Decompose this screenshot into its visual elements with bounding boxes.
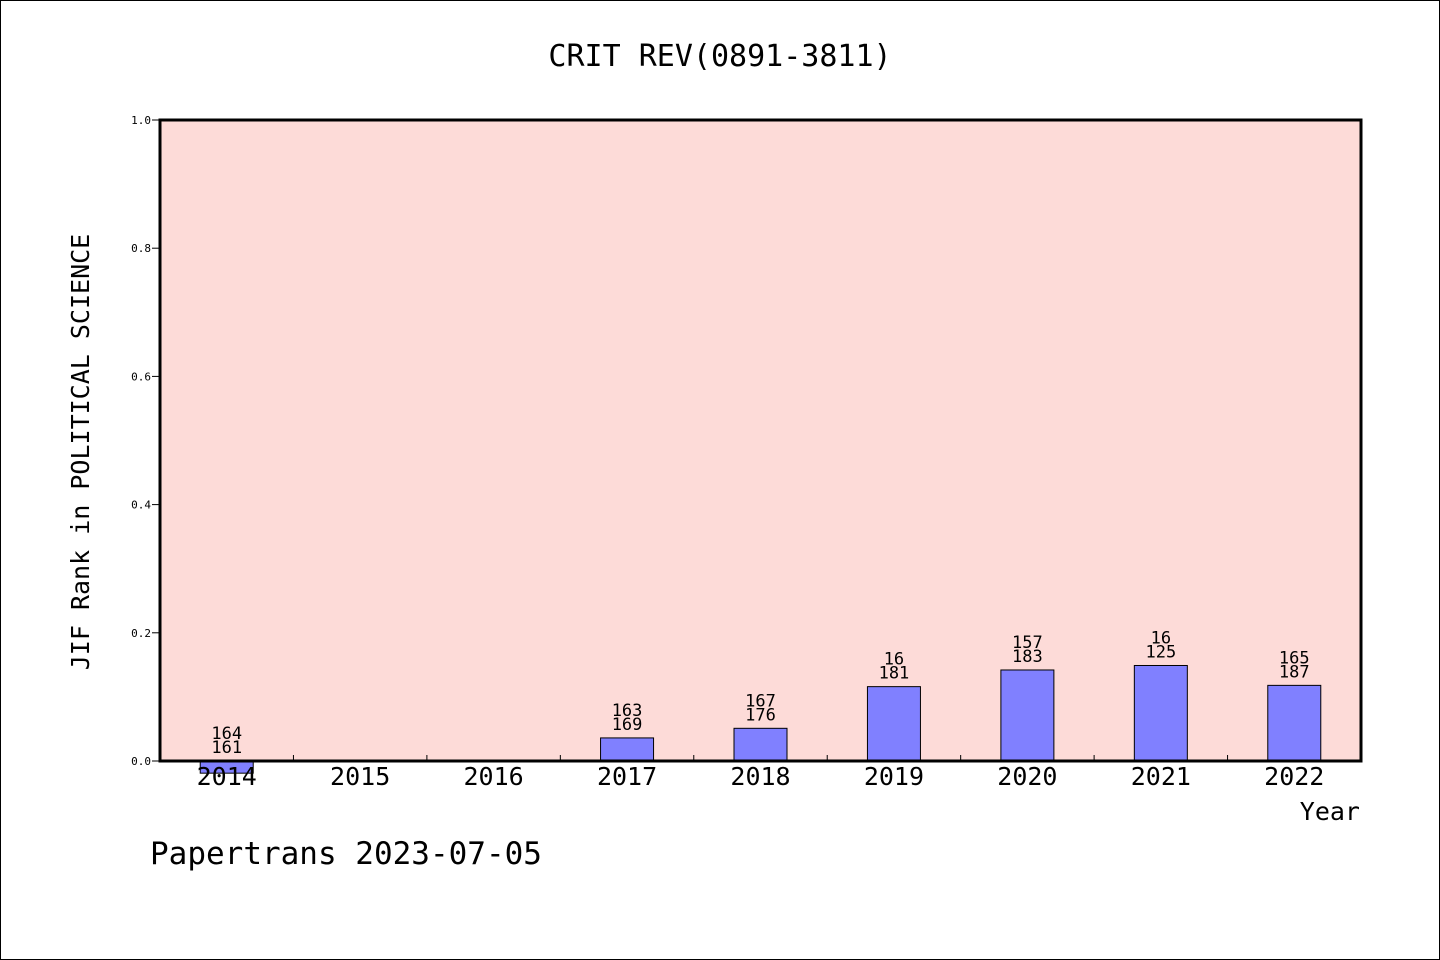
x-tick-label: 2014 (197, 762, 257, 791)
x-axis-ticks: 2014 2015 2016 2017 2018 2019 2020 2021 2022 (197, 755, 1324, 791)
y-tick-label: 0.2 (131, 627, 151, 640)
bar-2018 (733, 727, 788, 762)
bar-rank-label: 165 (1279, 648, 1310, 668)
bar-2019 (866, 686, 921, 762)
plot-area (160, 120, 1361, 761)
bar-2020 (1000, 669, 1055, 762)
bar-rank-label: 163 (612, 701, 643, 721)
bar-rank-label: 164 (211, 724, 242, 744)
plot-border (158, 118, 1363, 763)
bar-total-label: 183 (1012, 647, 1043, 667)
x-tick-label: 2016 (464, 762, 524, 791)
bar-2022 (1267, 684, 1322, 762)
x-tick-label: 2015 (330, 762, 390, 791)
y-tick-label: 0.0 (131, 755, 151, 768)
x-tick-label: 2021 (1131, 762, 1191, 791)
bars-group (199, 664, 1322, 774)
y-axis-label: JIF Rank in POLITICAL SCIENCE (66, 234, 95, 671)
y-tick-label: 0.8 (131, 242, 151, 255)
bar-rank-label: 16 (1151, 628, 1171, 648)
x-tick-label: 2022 (1264, 762, 1324, 791)
y-tick-label: 0.4 (131, 499, 151, 512)
bar-rank-label: 16 (884, 650, 904, 670)
bar-total-label: 161 (211, 738, 242, 758)
x-tick-label: 2017 (597, 762, 657, 791)
x-tick-label: 2020 (997, 762, 1057, 791)
y-axis-ticks: 0.0 0.2 0.4 0.6 0.8 1.0 (131, 114, 160, 768)
bar-2017 (600, 737, 655, 762)
bar-total-label: 181 (879, 664, 910, 684)
y-tick-label: 1.0 (131, 114, 151, 127)
bar-2021 (1133, 664, 1188, 762)
bar-rank-label: 167 (745, 691, 776, 711)
x-axis-label: Year (1300, 797, 1360, 826)
y-tick-label: 0.6 (131, 370, 151, 383)
bar-total-label: 187 (1279, 662, 1310, 682)
bar-total-label: 176 (745, 705, 776, 725)
x-tick-label: 2018 (730, 762, 790, 791)
chart-title: CRIT REV(0891-3811) (548, 39, 891, 74)
bar-rank-label: 157 (1012, 633, 1043, 653)
bar-total-label: 125 (1145, 642, 1176, 662)
footer-credit: Papertrans 2023-07-05 (150, 836, 542, 872)
x-tick-label: 2019 (864, 762, 924, 791)
bar-total-label: 169 (612, 715, 643, 735)
